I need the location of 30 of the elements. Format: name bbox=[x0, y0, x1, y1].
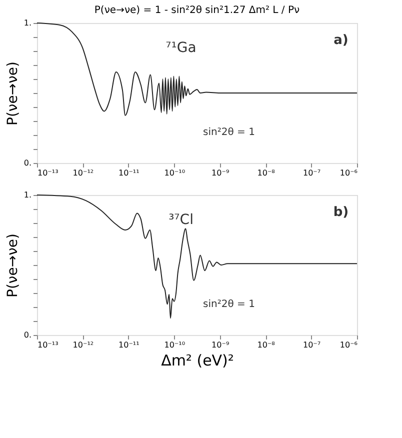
x-axis-title: Δm² (eV)² bbox=[161, 352, 234, 370]
x-tick-label: 10⁻⁶ bbox=[340, 168, 358, 178]
x-tick-label: 10⁻⁶ bbox=[340, 340, 358, 350]
annotation: a) bbox=[334, 32, 348, 48]
annotation: ⁷¹Ga bbox=[166, 40, 196, 56]
x-tick-label: 10⁻¹⁰ bbox=[164, 168, 186, 178]
annotation: ³⁷Cl bbox=[168, 212, 194, 228]
x-tick-label: 10⁻⁸ bbox=[257, 340, 275, 350]
x-tick-label: 10⁻¹¹ bbox=[118, 168, 140, 178]
x-tick-label: 10⁻⁸ bbox=[257, 168, 275, 178]
annotation: b) bbox=[333, 204, 349, 220]
x-tick-label: 10⁻¹² bbox=[72, 168, 94, 178]
x-tick-label: 10⁻¹² bbox=[72, 340, 94, 350]
y-axis-title: P(νe→νe) bbox=[4, 234, 21, 298]
x-tick-label: 10⁻⁹ bbox=[212, 340, 230, 350]
chart-title: P(νe→νe) = 1 - sin²2θ sin²1.27 Δm² L / Pν bbox=[94, 5, 300, 16]
x-tick-label: 10⁻⁷ bbox=[302, 340, 321, 350]
x-tick-label: 10⁻¹⁰ bbox=[164, 340, 186, 350]
x-tick-label: 10⁻¹³ bbox=[38, 340, 58, 350]
y-tick-label: 1. bbox=[24, 18, 32, 28]
y-tick-label: 1. bbox=[24, 190, 32, 200]
annotation: sin²2θ = 1 bbox=[203, 299, 255, 310]
y-tick-label: 0. bbox=[24, 330, 32, 340]
x-tick-label: 10⁻¹³ bbox=[38, 168, 58, 178]
annotation: sin²2θ = 1 bbox=[203, 127, 255, 138]
x-tick-label: 10⁻¹¹ bbox=[118, 340, 140, 350]
x-tick-label: 10⁻⁷ bbox=[302, 168, 321, 178]
x-tick-label: 10⁻⁹ bbox=[212, 168, 230, 178]
y-tick-label: 0. bbox=[24, 158, 32, 168]
y-axis-title: P(νe→νe) bbox=[4, 62, 21, 126]
